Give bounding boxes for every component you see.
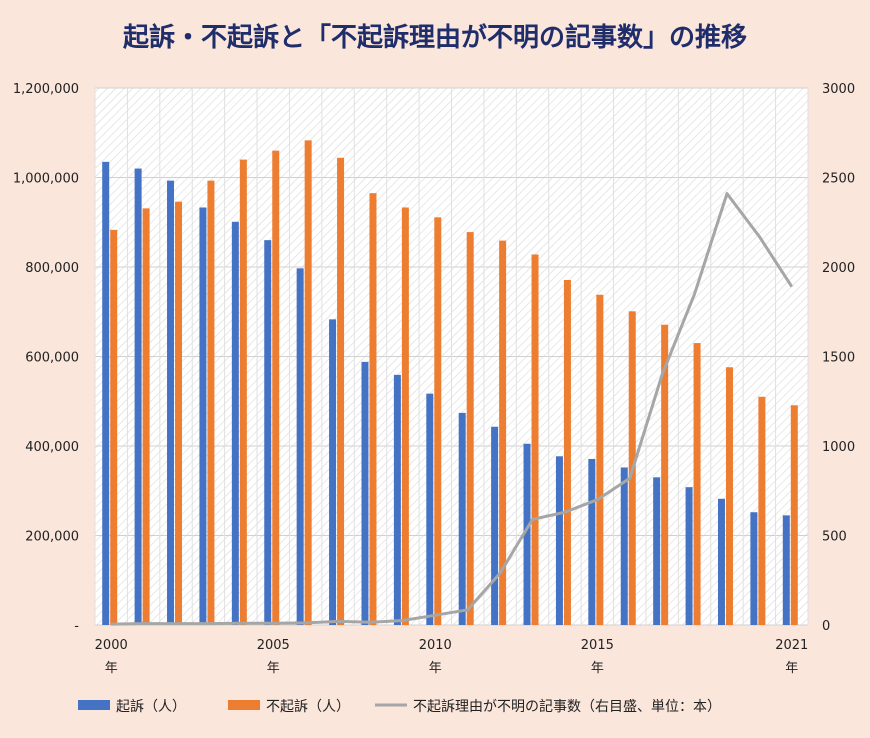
bar-kiso (717, 498, 725, 625)
y-left-tick-label: 1,200,000 (13, 82, 79, 97)
y-left-tick-label: 400,000 (25, 440, 79, 455)
bar-kiso (102, 161, 110, 625)
x-tick-label: 2005 (257, 638, 290, 653)
y-left-tick-label: 1,000,000 (13, 172, 79, 187)
bar-kiso (750, 512, 758, 625)
bar-kiso (782, 515, 790, 625)
bar-fukiso (401, 207, 409, 626)
bar-fukiso (499, 240, 507, 625)
line-series (111, 192, 794, 626)
bar-fukiso (369, 193, 377, 625)
y-right-tick-label: 2500 (822, 172, 855, 187)
bar-kiso (231, 221, 239, 626)
bar-fukiso (693, 343, 701, 625)
bar-kiso (458, 412, 466, 625)
bar-fukiso (661, 324, 669, 625)
bar-fukiso (272, 150, 280, 625)
x-tick-suffix: 年 (591, 661, 604, 676)
bar-kiso (329, 319, 337, 625)
y-right-tick-label: 0 (822, 619, 830, 634)
x-tick-suffix: 年 (105, 661, 118, 676)
bar-kiso (555, 456, 563, 625)
legend: 起訴（人） 不起訴（人） 不起訴理由が不明の記事数（右目盛、単位：本） (78, 698, 721, 715)
bar-fukiso (304, 140, 312, 626)
bar-fukiso (531, 254, 539, 625)
bar-fukiso (337, 157, 345, 625)
bar-fukiso (434, 217, 442, 625)
chart-title: 起訴・不起訴と「不起訴理由が不明の記事数」の推移 (123, 22, 747, 53)
legend-swatch (228, 700, 260, 710)
bar-fukiso (239, 159, 247, 625)
x-tick-suffix: 年 (429, 661, 442, 676)
x-tick-label: 2015 (581, 638, 614, 653)
y-left-tick-label: 200,000 (25, 530, 79, 545)
bar-fukiso (466, 232, 474, 625)
bar-kiso (491, 426, 499, 625)
bar-kiso (653, 477, 661, 625)
bar-fukiso (142, 208, 150, 625)
line-unknown-reason-articles (111, 192, 794, 626)
bar-kiso (167, 180, 175, 625)
legend-label: 不起訴（人） (266, 699, 350, 715)
y-right-tick-label: 2000 (822, 261, 855, 276)
bar-kiso (426, 393, 434, 625)
bar-kiso (264, 240, 272, 625)
bar-kiso (620, 467, 628, 625)
bar-kiso (685, 487, 693, 625)
bar-fukiso (725, 367, 733, 625)
bar-kiso (134, 168, 142, 626)
x-tick-suffix: 年 (785, 661, 798, 676)
bar-kiso (523, 443, 531, 625)
axes: - 200,000 400,000 600,000 800,000 1,000,000 1,… (13, 82, 855, 676)
y-right-tick-label: 1500 (822, 351, 855, 366)
bar-fukiso (758, 396, 766, 625)
bar-fukiso (207, 180, 215, 625)
y-right-tick-label: 500 (822, 530, 847, 545)
y-right-tick-label: 1000 (822, 440, 855, 455)
bar-kiso (296, 268, 304, 625)
y-left-tick-label: - (74, 619, 79, 634)
x-tick-label: 2000 (95, 638, 128, 653)
x-tick-label: 2021 (775, 638, 808, 653)
bar-kiso (199, 207, 207, 626)
bar-fukiso (563, 279, 571, 625)
bar-fukiso (790, 405, 798, 625)
bar-kiso (393, 374, 401, 625)
y-right-tick-label: 3000 (822, 82, 855, 97)
legend-swatch (78, 700, 110, 710)
x-tick-suffix: 年 (267, 661, 280, 676)
bar-fukiso (175, 201, 183, 626)
y-left-tick-label: 800,000 (25, 261, 79, 276)
bar-fukiso (596, 294, 604, 625)
x-tick-label: 2010 (419, 638, 452, 653)
bar-fukiso (110, 229, 118, 626)
bar-kiso (588, 458, 596, 625)
legend-label: 不起訴理由が不明の記事数（右目盛、単位：本） (413, 698, 721, 715)
legend-label: 起訴（人） (116, 699, 186, 715)
bar-kiso (361, 361, 369, 625)
y-left-tick-label: 600,000 (25, 351, 79, 366)
